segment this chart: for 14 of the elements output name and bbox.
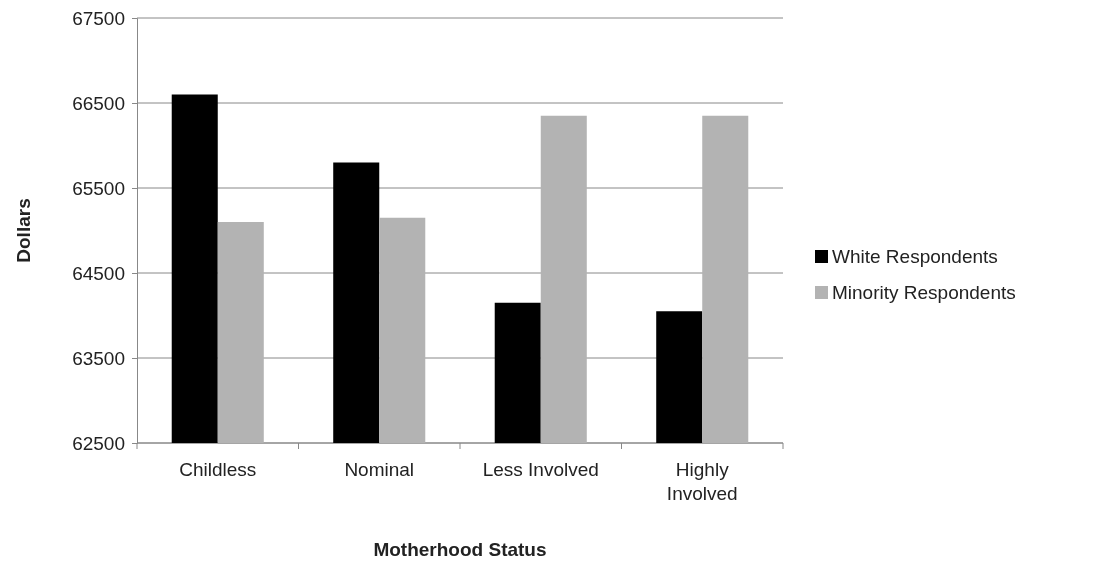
x-tick-label: Childless bbox=[179, 459, 257, 480]
y-tick-label: 67500 bbox=[72, 7, 125, 29]
y-axis-title: Dollars bbox=[13, 198, 34, 263]
y-tick-label: 62500 bbox=[72, 432, 125, 454]
y-tick-label: 63500 bbox=[72, 347, 125, 369]
x-axis-title: Motherhood Status bbox=[373, 539, 547, 560]
legend-label: Minority Respondents bbox=[832, 282, 1016, 303]
y-tick-label: 64500 bbox=[72, 262, 125, 284]
x-tick-label: Less Involved bbox=[482, 459, 599, 480]
legend-label: White Respondents bbox=[832, 246, 998, 267]
x-tick-label: Highly Involved bbox=[666, 459, 738, 504]
y-tick-label: 65500 bbox=[72, 177, 125, 199]
x-tick-label: Nominal bbox=[344, 459, 415, 480]
y-tick-label: 66500 bbox=[72, 92, 125, 114]
